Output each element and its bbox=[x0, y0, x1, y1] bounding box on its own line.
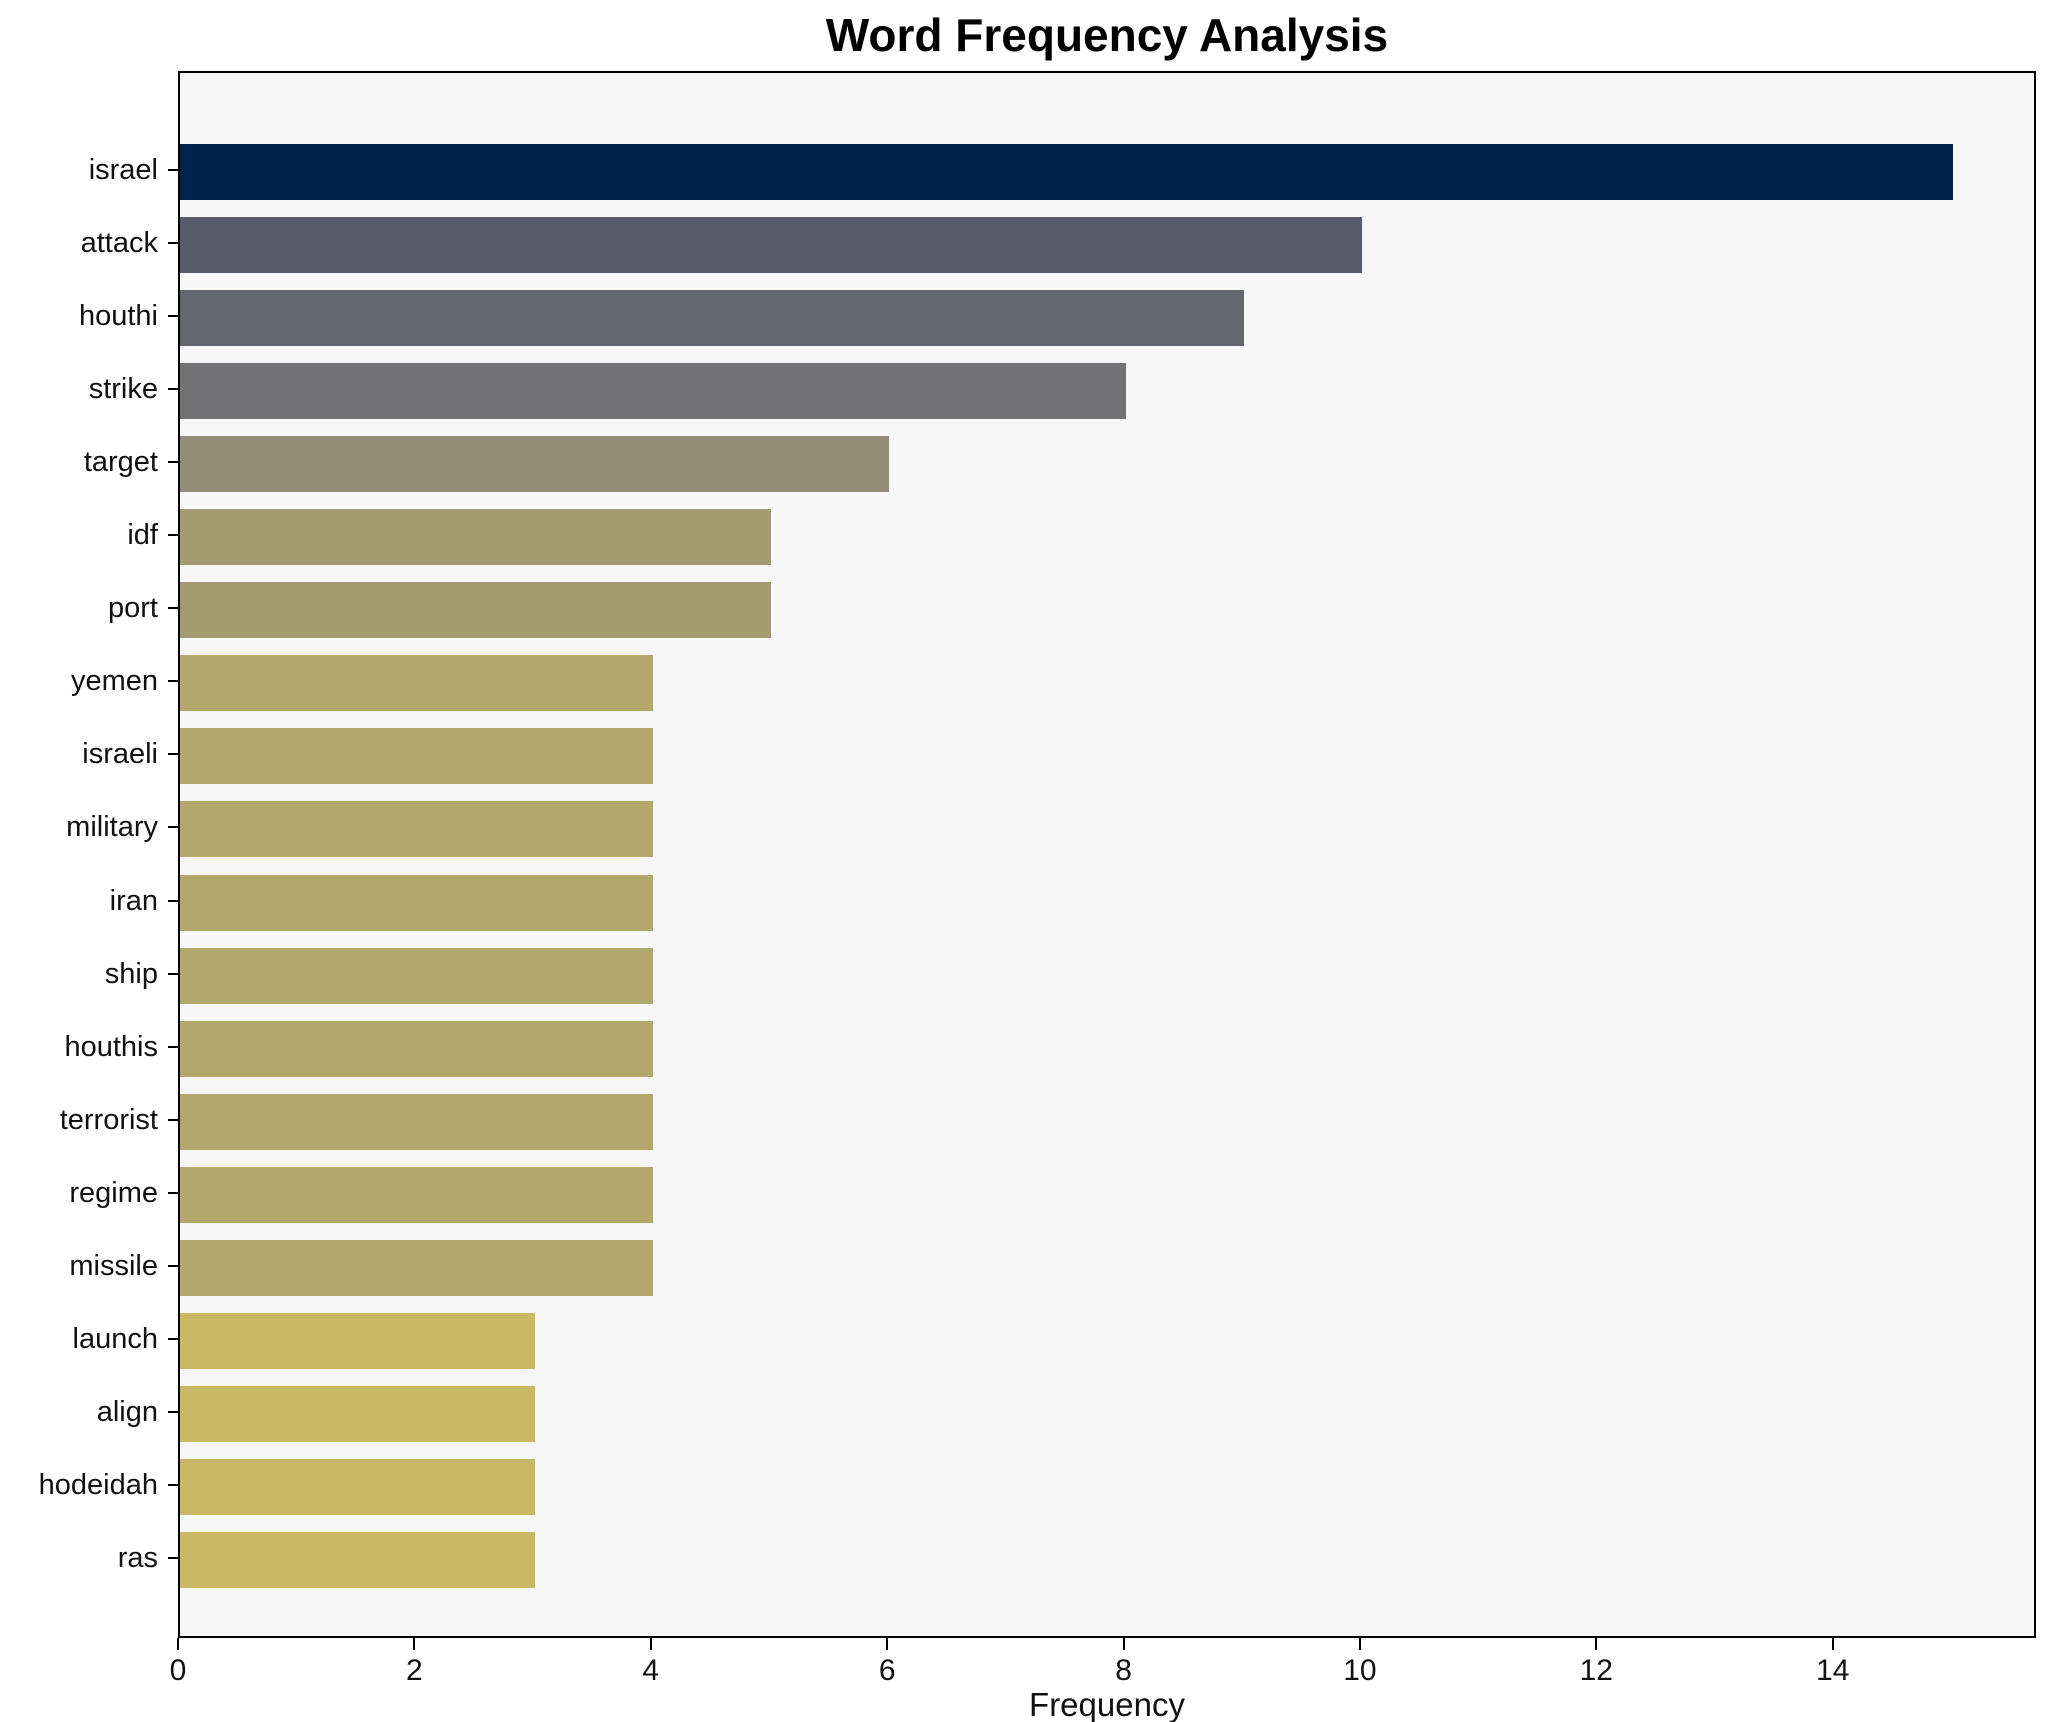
y-tick-label-regime: regime bbox=[69, 1176, 158, 1209]
bar-ship bbox=[180, 947, 653, 1004]
bar-terrorist bbox=[180, 1093, 653, 1150]
x-axis-tick bbox=[1831, 1638, 1834, 1650]
y-tick-label-align: align bbox=[96, 1395, 158, 1428]
bar-regime bbox=[180, 1166, 653, 1223]
y-tick-label-israel: israel bbox=[88, 154, 158, 186]
bar-houthi bbox=[180, 290, 1244, 347]
bar-missile bbox=[180, 1239, 653, 1296]
y-axis-tick bbox=[168, 1337, 178, 1340]
x-tick-label-2: 2 bbox=[406, 1654, 423, 1687]
y-tick-label-houthis: houthis bbox=[64, 1030, 158, 1063]
y-axis-tick bbox=[168, 826, 178, 829]
y-axis-tick bbox=[168, 534, 178, 537]
y-tick-label-houthi: houthi bbox=[78, 300, 158, 333]
bar-launch bbox=[180, 1312, 535, 1369]
x-tick-label-0: 0 bbox=[169, 1654, 187, 1687]
plot-area bbox=[178, 71, 2036, 1638]
bar-yemen bbox=[180, 655, 653, 712]
y-tick-label-hodeidah: hodeidah bbox=[38, 1468, 158, 1501]
bar-idf bbox=[180, 509, 771, 566]
bar-align bbox=[180, 1385, 535, 1442]
y-tick-label-idf: idf bbox=[127, 519, 158, 552]
y-tick-label-port: port bbox=[108, 592, 158, 625]
x-axis-tick bbox=[649, 1638, 652, 1650]
y-axis-tick bbox=[168, 680, 178, 683]
y-tick-label-iran: iran bbox=[109, 884, 158, 917]
x-tick-label-14: 14 bbox=[1816, 1654, 1850, 1687]
chart-title: Word Frequency Analysis bbox=[825, 9, 1389, 61]
x-tick-label-8: 8 bbox=[1115, 1654, 1132, 1687]
bar-port bbox=[180, 582, 771, 639]
y-tick-label-missile: missile bbox=[69, 1249, 158, 1282]
y-axis-tick bbox=[168, 1118, 178, 1121]
y-axis-tick bbox=[168, 315, 178, 318]
y-tick-label-strike: strike bbox=[88, 373, 158, 406]
y-axis-tick bbox=[168, 169, 178, 171]
y-axis-tick bbox=[168, 1191, 178, 1194]
y-tick-label-ship: ship bbox=[104, 957, 158, 990]
bar-ras bbox=[180, 1531, 535, 1588]
x-tick-label-12: 12 bbox=[1579, 1654, 1613, 1687]
y-axis-tick bbox=[168, 1556, 178, 1559]
y-axis-tick bbox=[168, 607, 178, 610]
y-tick-label-ras: ras bbox=[117, 1541, 158, 1574]
bar-israeli bbox=[180, 728, 653, 785]
y-axis-tick bbox=[168, 972, 178, 975]
y-axis-tick bbox=[168, 899, 178, 902]
y-axis-tick bbox=[168, 461, 178, 464]
y-axis-tick bbox=[168, 753, 178, 756]
x-axis-tick bbox=[177, 1638, 179, 1650]
y-tick-label-israeli: israeli bbox=[82, 738, 158, 771]
y-tick-label-terrorist: terrorist bbox=[59, 1103, 158, 1136]
bar-iran bbox=[180, 874, 653, 931]
x-axis-tick bbox=[886, 1638, 889, 1650]
bar-attack bbox=[180, 217, 1362, 274]
bar-military bbox=[180, 801, 653, 858]
y-axis-tick bbox=[168, 1483, 178, 1486]
y-tick-label-attack: attack bbox=[80, 227, 158, 260]
y-tick-label-launch: launch bbox=[72, 1322, 158, 1355]
bar-hodeidah bbox=[180, 1458, 535, 1515]
bar-houthis bbox=[180, 1020, 653, 1077]
y-tick-label-yemen: yemen bbox=[70, 665, 158, 698]
x-axis-tick bbox=[1358, 1638, 1361, 1650]
x-axis-tick bbox=[1122, 1638, 1125, 1650]
bar-strike bbox=[180, 363, 1126, 420]
x-axis-label: Frequency bbox=[1029, 1686, 1185, 1722]
x-tick-label-4: 4 bbox=[642, 1654, 660, 1687]
y-tick-label-military: military bbox=[66, 811, 158, 844]
x-tick-label-10: 10 bbox=[1343, 1654, 1377, 1687]
x-axis-tick bbox=[1595, 1638, 1598, 1650]
x-axis-tick bbox=[413, 1638, 416, 1650]
x-tick-label-6: 6 bbox=[878, 1654, 896, 1687]
y-axis-tick bbox=[168, 1410, 178, 1413]
y-axis-tick bbox=[168, 1045, 178, 1048]
y-axis-tick bbox=[168, 388, 178, 391]
y-tick-label-target: target bbox=[83, 446, 158, 479]
y-axis-tick bbox=[168, 1264, 178, 1267]
bar-israel bbox=[180, 144, 1953, 200]
bar-target bbox=[180, 436, 890, 493]
y-axis-tick bbox=[168, 242, 178, 245]
